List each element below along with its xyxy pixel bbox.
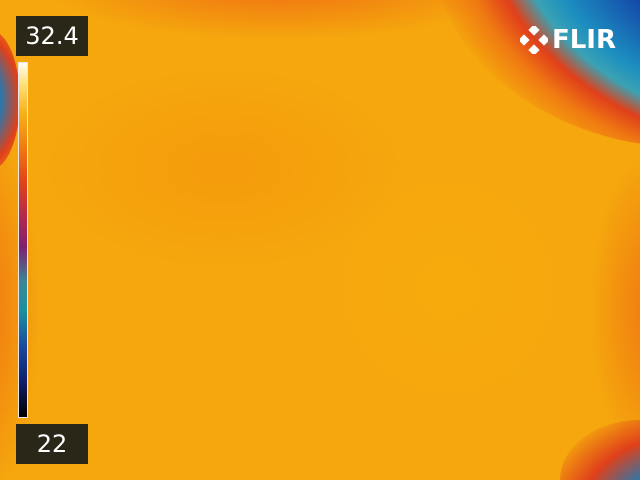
flir-logo-text: FLIR — [551, 25, 616, 55]
flir-diamond-icon — [520, 26, 548, 54]
flir-logo: FLIR — [520, 24, 616, 56]
min-temperature-label: 22 — [16, 424, 88, 464]
cold-region-top-left — [0, 30, 20, 170]
color-scale-bar — [18, 62, 28, 418]
max-temperature-label: 32.4 — [16, 16, 88, 56]
cold-region-bottom-right — [560, 420, 640, 480]
